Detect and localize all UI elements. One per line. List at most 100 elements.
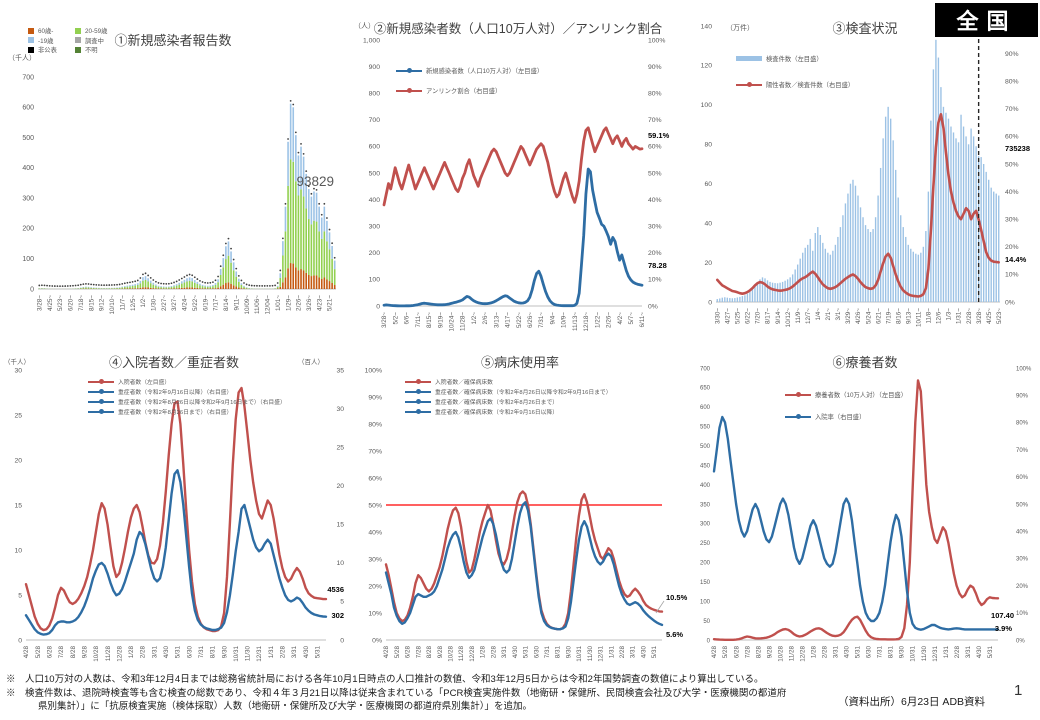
x-axis-tick: 2/26~: [606, 312, 613, 328]
x-axis-tick: 5/31: [175, 646, 182, 659]
legend-item: -19歳: [28, 36, 53, 45]
x-axis-tick: 7/17~: [213, 295, 220, 311]
y-axis-left-tick: 800: [369, 91, 381, 98]
y-axis-right-tick: 10%: [1016, 611, 1029, 617]
legend-label: 重症者数（令和2年9月16日以降）（右目盛）: [118, 390, 233, 396]
y-axis-right-tick: 30%: [1016, 557, 1029, 563]
legend-label: 重症者数（令和2年8月26日以降令和2年9月16日まで）（右目盛）: [118, 400, 286, 406]
legend-item: 入院者数／確保病床数: [405, 377, 493, 386]
x-axis-tick: 8/17~: [765, 308, 772, 324]
y-axis-left-tick: 600: [700, 405, 711, 411]
axis-unit-label: （万件）: [726, 23, 754, 32]
y-axis-left-tick: 300: [369, 224, 381, 231]
x-axis-tick: 4/26~: [855, 308, 862, 324]
x-axis-tick: 2/28: [619, 646, 626, 659]
x-axis-tick: 4/28: [23, 646, 30, 659]
y-axis-left-tick: 120: [701, 63, 713, 70]
x-axis-tick: 11/9~: [795, 308, 802, 324]
data-label: 735238: [1005, 144, 1030, 153]
x-axis-tick: 10/24~: [449, 312, 456, 332]
data-label: 107.40: [991, 611, 1014, 620]
y-axis-left-tick: 10%: [368, 610, 382, 617]
x-axis-tick: 2/28~: [966, 308, 973, 324]
axis-unit-label: （人）: [354, 22, 375, 30]
x-axis-tick: 12/28: [469, 646, 476, 662]
y-axis-right-tick: 30%: [648, 224, 662, 231]
y-axis-left-tick: 300: [700, 522, 711, 528]
x-axis-tick: 3/28~: [976, 308, 983, 324]
y-axis-left-tick: 0%: [372, 637, 382, 644]
x-axis-tick: 4/28: [711, 646, 718, 659]
legend-item: アンリンク割合（右目盛）: [396, 86, 501, 95]
x-axis-tick: 11/7~: [119, 295, 126, 311]
x-axis-tick: 1/22~: [594, 312, 601, 328]
y-axis-left-tick: 10: [14, 547, 22, 554]
y-axis-left-tick: 700: [369, 117, 381, 124]
x-axis-tick: 4/25~: [47, 295, 54, 311]
x-axis-tick: 9/30: [899, 646, 906, 659]
y-axis-left-tick: 600: [369, 144, 381, 151]
x-axis-tick: 9/19~: [437, 312, 444, 328]
y-axis-left-tick: 200: [22, 226, 34, 233]
y-axis-left-tick: 0: [18, 637, 22, 644]
y-axis-right-tick: 50%: [1016, 502, 1029, 508]
data-label: 5.6%: [666, 630, 683, 639]
x-axis-tick: 4/28: [383, 646, 390, 659]
x-axis-tick: 5/31: [314, 646, 321, 659]
x-axis-tick: 4/30: [976, 646, 983, 659]
y-axis-right-tick: 60%: [1005, 134, 1019, 141]
y-axis-right-tick: 40%: [1005, 189, 1019, 196]
legend-swatch-sq: [28, 37, 34, 43]
x-axis-tick: 9/30: [221, 646, 228, 659]
x-axis-tick: 12/5~: [130, 295, 137, 311]
x-axis-tick: 4/23~: [316, 295, 323, 311]
legend-label: 重症者数／確保病床数（令和2年8月26日まで）: [435, 400, 559, 406]
y-axis-right-tick: 5: [340, 599, 344, 606]
chart-canvas: 0 100 200 300 400 500 600 700 3/28~ 4/25~ 5/23~ 6/2…: [8, 53, 336, 314]
x-axis-tick: 2/28: [821, 646, 828, 659]
x-axis-tick: 11/28: [788, 646, 795, 662]
x-axis-tick: 7/20~: [755, 308, 762, 324]
legend-swatch-line: [396, 88, 422, 93]
x-axis-tick: 2/27~: [161, 295, 168, 311]
x-axis-tick: 4/30: [163, 646, 170, 659]
y-axis-right-tick: 60%: [1016, 475, 1029, 481]
y-axis-left-tick: 450: [700, 463, 711, 469]
x-axis-tick: 10/9~: [561, 312, 568, 328]
source-note: （資料出所）6月23日 ADB資料: [838, 696, 986, 708]
x-axis-tick: 1/2~: [140, 295, 147, 308]
data-label: 10.5%: [666, 593, 688, 602]
x-axis-tick: 5/22~: [192, 295, 199, 311]
chart-canvas: 0% 10% 20% 30% 40% 50% 60% 70% 80% 90% 100% 4/28 5/2…: [365, 367, 688, 662]
y-axis-left-tick: 140: [701, 23, 713, 30]
y-axis-right-tick: 10%: [648, 277, 662, 284]
y-axis-left-tick: 400: [22, 165, 34, 172]
x-axis-tick: 1/4~: [815, 308, 822, 321]
x-axis-tick: 1/28: [128, 646, 135, 659]
legend-label: 陽性者数／検査件数（右目盛）: [766, 82, 855, 89]
legend-swatch-line: [736, 82, 762, 87]
chart-canvas: 0 5 10 15 20 25 30 0 5 10 15 20 25 30 35 4/28 5/28 6/28 7/…: [4, 357, 344, 662]
x-axis-tick: 5/2~: [392, 312, 399, 325]
x-axis-tick: 2/28: [280, 646, 287, 659]
x-axis-tick: 5/22~: [516, 312, 523, 328]
x-axis-tick: 3/28~: [381, 312, 388, 328]
page-number: 1: [1014, 682, 1023, 699]
x-axis-tick: 9/12~: [99, 295, 106, 311]
x-axis-tick: 12/28: [799, 646, 806, 662]
y-axis-left-tick: 350: [700, 502, 711, 508]
legend-label: 20-59歳: [85, 28, 108, 35]
x-axis-tick: 4/30: [640, 646, 647, 659]
y-axis-left-tick: 50%: [368, 502, 382, 509]
x-axis-tick: 10/31: [233, 646, 240, 662]
y-axis-left-tick: 50: [703, 619, 710, 625]
y-axis-right-tick: 50%: [1005, 161, 1019, 168]
y-axis-left-tick: 30%: [368, 556, 382, 563]
legend-swatch-line: [785, 392, 811, 397]
legend-item: 入院率（右目盛）: [785, 412, 865, 421]
chart-new-cases-reported: 0 100 200 300 400 500 600 700 3/28~ 4/25~ 5/23~ 6/2…: [0, 4, 346, 348]
x-axis-tick: 10/11~: [916, 308, 923, 327]
y-axis-right-tick: 40%: [1016, 530, 1029, 536]
x-axis-tick: 3/1~: [835, 308, 842, 321]
